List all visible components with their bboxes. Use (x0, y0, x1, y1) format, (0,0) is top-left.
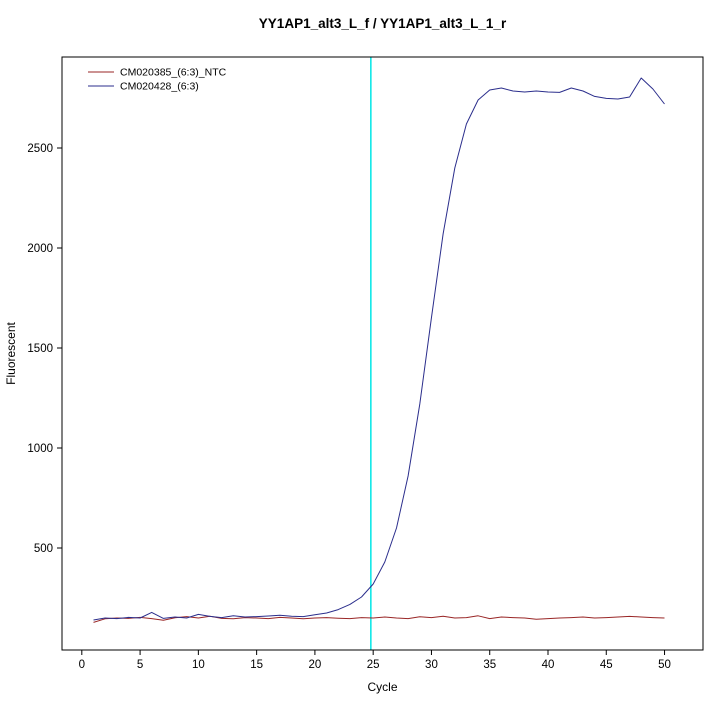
y-tick-label: 2000 (27, 243, 53, 255)
series-line-0 (93, 615, 665, 623)
x-tick-label: 0 (79, 659, 85, 671)
x-tick-label: 40 (542, 659, 555, 671)
x-tick-label: 10 (192, 659, 205, 671)
x-tick-label: 45 (600, 659, 613, 671)
series-line-1 (93, 77, 665, 621)
x-tick-label: 15 (250, 659, 263, 671)
y-tick-label: 500 (34, 543, 53, 555)
y-axis-label: Fluorescent (4, 321, 18, 384)
x-tick-label: 5 (137, 659, 143, 671)
legend-label-0: CM020385_(6:3)_NTC (120, 67, 227, 79)
chart-title: YY1AP1_alt3_L_f / YY1AP1_alt3_L_1_r (259, 16, 507, 31)
x-tick-label: 50 (658, 659, 671, 671)
x-tick-label: 20 (309, 659, 322, 671)
legend-label-1: CM020428_(6:3) (120, 81, 199, 93)
x-axis-label: Cycle (367, 680, 397, 694)
x-tick-label: 25 (367, 659, 380, 671)
y-tick-label: 2500 (27, 143, 53, 155)
y-tick-label: 1500 (27, 343, 53, 355)
y-tick-label: 1000 (27, 443, 53, 455)
x-tick-label: 30 (425, 659, 438, 671)
plot-box (61, 56, 704, 651)
x-tick-label: 35 (483, 659, 496, 671)
